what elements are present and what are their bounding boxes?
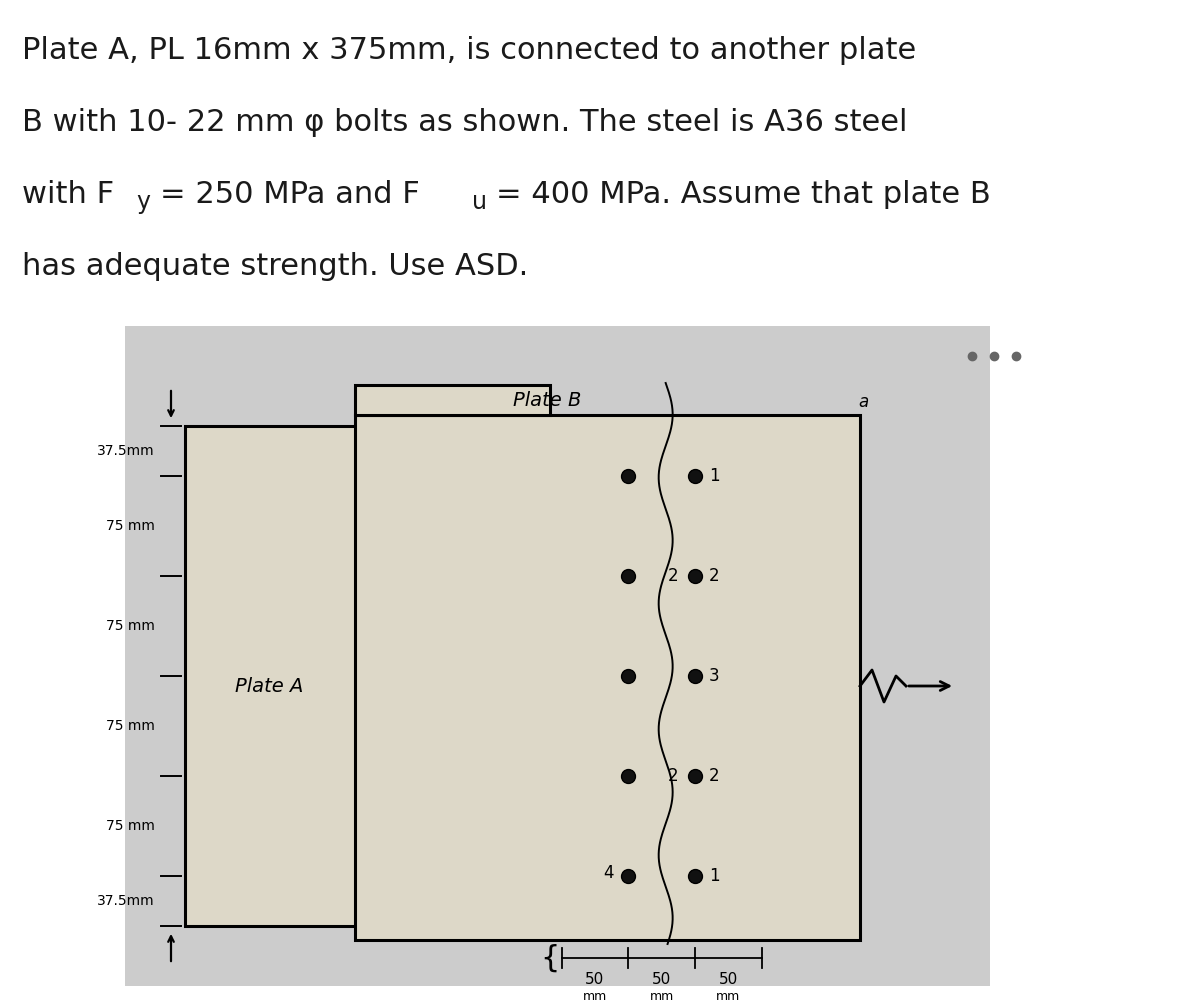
Text: 2: 2 [709, 566, 720, 585]
Text: 50: 50 [652, 972, 671, 987]
Text: = 400 MPa. Assume that plate B: = 400 MPa. Assume that plate B [496, 180, 991, 209]
Text: 2: 2 [667, 767, 678, 785]
Text: with F: with F [22, 180, 114, 209]
Text: a: a [858, 393, 869, 411]
Text: Plate B: Plate B [512, 390, 581, 409]
Text: 50: 50 [586, 972, 605, 987]
Bar [185, 426, 790, 926]
Text: u: u [472, 190, 487, 214]
Text: = 250 MPa and F: = 250 MPa and F [160, 180, 420, 209]
Text: 75 mm: 75 mm [106, 519, 155, 533]
Text: 75 mm: 75 mm [106, 719, 155, 733]
Text: y: y [136, 190, 150, 214]
Text: Plate A: Plate A [235, 676, 304, 696]
Text: mm: mm [716, 990, 740, 1003]
Text: 75 mm: 75 mm [106, 818, 155, 833]
Text: {: { [540, 943, 559, 973]
Bar [125, 326, 990, 986]
Text: 2: 2 [709, 767, 720, 785]
Text: 4: 4 [602, 864, 613, 882]
Text: 3: 3 [709, 667, 720, 685]
Text: mm: mm [583, 990, 607, 1003]
Text: mm: mm [649, 990, 673, 1003]
Text: B with 10- 22 mm φ bolts as shown. The steel is A36 steel: B with 10- 22 mm φ bolts as shown. The s… [22, 108, 907, 137]
Text: Plate A, PL 16mm x 375mm, is connected to another plate: Plate A, PL 16mm x 375mm, is connected t… [22, 36, 917, 65]
Text: has adequate strength. Use ASD.: has adequate strength. Use ASD. [22, 252, 528, 281]
Text: 1: 1 [709, 467, 720, 485]
Text: 2: 2 [667, 566, 678, 585]
Bar [355, 415, 860, 940]
Text: 75 mm: 75 mm [106, 619, 155, 633]
Bar [355, 385, 550, 415]
Text: 1: 1 [709, 867, 720, 885]
Text: 37.5mm: 37.5mm [97, 444, 155, 458]
Text: 37.5mm: 37.5mm [97, 894, 155, 908]
Text: 50: 50 [719, 972, 738, 987]
